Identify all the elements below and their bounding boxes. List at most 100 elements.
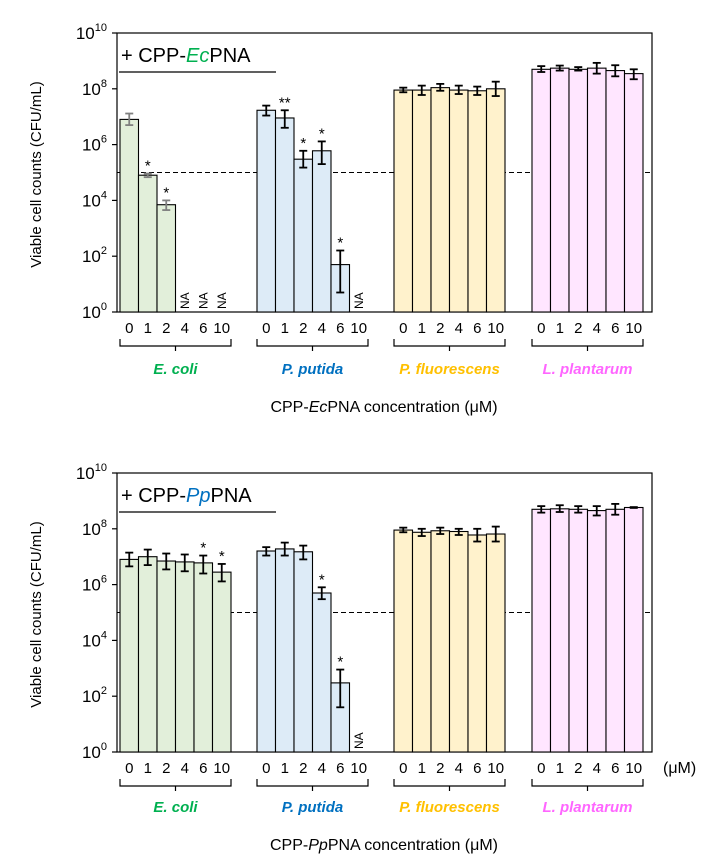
y-tick-base: 10 xyxy=(82,520,101,539)
legend-label: + CPP-PpPNA xyxy=(121,485,252,507)
y-tick-label: 108 xyxy=(82,78,107,99)
y-tick-label: 102 xyxy=(82,685,107,706)
concentration-label: 1 xyxy=(281,760,289,777)
significance-mark: * xyxy=(337,654,343,671)
y-tick-label: 106 xyxy=(82,134,107,155)
x-label-suffix: PNA concentration (μM) xyxy=(328,837,498,854)
legend-suffix: PNA xyxy=(211,485,253,507)
group-bracket xyxy=(119,779,232,791)
group-bracket xyxy=(256,779,369,791)
y-tick-label: 100 xyxy=(82,741,107,762)
concentration-label: 10 xyxy=(487,320,504,337)
concentration-label: 1 xyxy=(418,760,426,777)
bar xyxy=(586,67,607,313)
legend-prefix: + CPP- xyxy=(121,45,186,67)
concentration-label: 0 xyxy=(537,760,545,777)
concentration-label: 1 xyxy=(144,760,152,777)
bar xyxy=(448,530,469,753)
bar xyxy=(293,158,314,313)
x-label-prefix: CPP- xyxy=(270,399,308,416)
bar xyxy=(156,204,177,313)
bar xyxy=(274,548,295,753)
na-label: NA xyxy=(352,292,366,309)
concentration-label: 2 xyxy=(299,760,307,777)
bar xyxy=(430,530,451,753)
concentration-label: 4 xyxy=(318,320,326,337)
concentration-label: 6 xyxy=(199,760,207,777)
y-tick-label: 106 xyxy=(82,574,107,595)
concentration-label: 10 xyxy=(350,320,367,337)
concentration-label: 0 xyxy=(262,760,270,777)
concentration-label: 6 xyxy=(611,320,619,337)
y-tick-label: 108 xyxy=(82,518,107,539)
concentration-label: 4 xyxy=(181,760,189,777)
concentration-label: 4 xyxy=(318,760,326,777)
y-tick-exponent: 2 xyxy=(101,685,107,697)
na-label: NA xyxy=(178,292,192,309)
y-tick-base: 10 xyxy=(76,464,95,483)
bar xyxy=(119,558,140,753)
concentration-label: 0 xyxy=(399,320,407,337)
y-tick-base: 10 xyxy=(82,191,101,210)
significance-mark: ** xyxy=(279,94,291,111)
concentration-label: 6 xyxy=(199,320,207,337)
group-bracket xyxy=(393,779,506,791)
bar xyxy=(549,67,570,313)
y-tick-label: 104 xyxy=(82,629,107,650)
concentration-label: 1 xyxy=(281,320,289,337)
y-axis-label: Viable cell counts (CFU/mL) xyxy=(28,521,45,707)
bar xyxy=(430,87,451,313)
x-axis-label: CPP-PpPNA concentration (μM) xyxy=(270,837,498,854)
bar xyxy=(311,150,332,313)
concentration-label: 2 xyxy=(436,320,444,337)
bar xyxy=(568,68,589,313)
concentration-label: 2 xyxy=(436,760,444,777)
bar xyxy=(156,560,177,753)
group-bracket xyxy=(531,339,644,351)
concentration-label: 0 xyxy=(125,760,133,777)
concentration-label: 4 xyxy=(593,320,601,337)
group-name: E. coli xyxy=(153,799,198,816)
significance-mark: * xyxy=(219,548,225,565)
concentration-label: 4 xyxy=(455,320,463,337)
bar xyxy=(193,562,214,753)
concentration-label: 2 xyxy=(299,320,307,337)
concentration-label: 1 xyxy=(556,760,564,777)
bar xyxy=(411,89,432,313)
concentration-label: 10 xyxy=(625,320,642,337)
significance-mark: * xyxy=(337,235,343,252)
concentration-label: 1 xyxy=(556,320,564,337)
legend-suffix: PNA xyxy=(209,45,251,67)
significance-mark: * xyxy=(300,135,306,152)
concentration-label: 1 xyxy=(418,320,426,337)
y-tick-exponent: 6 xyxy=(101,574,107,586)
bar xyxy=(448,89,469,313)
bar xyxy=(605,70,626,313)
bar xyxy=(549,508,570,753)
y-tick-base: 10 xyxy=(82,303,101,322)
concentration-label: 6 xyxy=(473,320,481,337)
group-name: P. fluorescens xyxy=(399,799,500,816)
x-label-italic: Ec xyxy=(309,399,328,416)
bar xyxy=(623,506,644,753)
bar xyxy=(586,510,607,753)
bar xyxy=(411,531,432,753)
y-tick-base: 10 xyxy=(82,576,101,595)
group-name: P. putida xyxy=(282,361,343,378)
bar xyxy=(174,561,195,753)
y-tick-label: 1010 xyxy=(76,22,107,43)
na-label: NA xyxy=(196,292,210,309)
bar xyxy=(623,73,644,313)
significance-mark: * xyxy=(319,125,325,142)
y-tick-label: 100 xyxy=(82,301,107,322)
significance-mark: * xyxy=(200,540,206,557)
y-tick-base: 10 xyxy=(82,80,101,99)
legend-prefix: + CPP- xyxy=(121,485,186,507)
y-tick-base: 10 xyxy=(82,687,101,706)
y-tick-exponent: 8 xyxy=(101,78,107,90)
y-tick-base: 10 xyxy=(82,247,101,266)
group-name: L. plantarum xyxy=(542,799,632,816)
group-bracket xyxy=(531,779,644,791)
